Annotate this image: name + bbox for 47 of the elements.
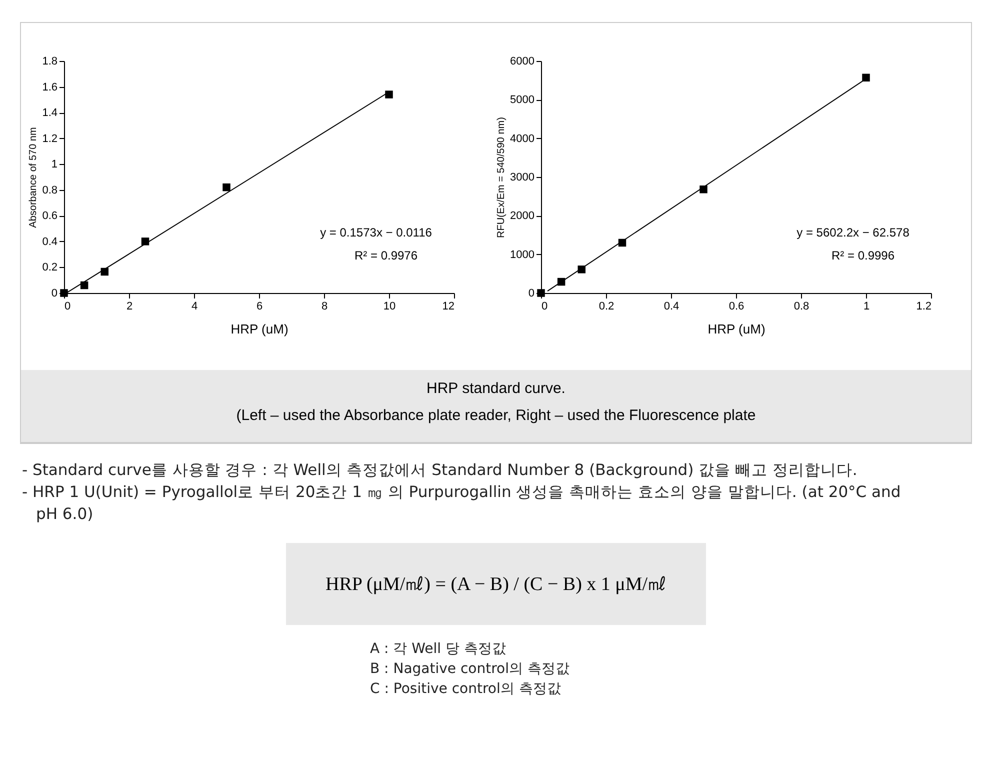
x-tick-label: 6 bbox=[256, 300, 263, 312]
text: HRP (μM/㎖) = (A − B) / (C − B) x 1 μM/㎖ bbox=[286, 543, 706, 625]
x-tick-label: 1.2 bbox=[916, 300, 932, 312]
x-tick-label: 0.6 bbox=[728, 300, 744, 312]
y-tick-label: 1.6 bbox=[42, 81, 58, 94]
text: - Standard curve를 사용할 경우 : 각 Well의 측정값에서 Standard Number 8 (Background) 값을 빼고 정리합니다. bbox=[22, 460, 858, 481]
annotation: y = 5602.2x − 62.578 bbox=[796, 226, 910, 240]
y-tick-label: 0 bbox=[528, 288, 534, 300]
y-tick-label: 0.6 bbox=[42, 210, 58, 222]
y-tick-label: 3000 bbox=[510, 172, 534, 184]
y-axis-title: Absorbance of 570 nm bbox=[28, 127, 40, 228]
annotation: y = 0.1573x − 0.0116 bbox=[320, 226, 432, 240]
y-tick-label: 1 bbox=[51, 158, 58, 171]
text: (Left – used the Absorbance plate reader, Right – used the Fluorescence plate bbox=[235, 406, 757, 424]
x-tick-label: 10 bbox=[383, 300, 396, 312]
y-tick-label: 0 bbox=[51, 288, 58, 300]
x-axis-title: HRP (uM) bbox=[230, 322, 288, 336]
y-tick-label: 0.2 bbox=[42, 262, 58, 274]
y-tick-label: 1.8 bbox=[42, 56, 58, 68]
y-tick-label: 4000 bbox=[510, 132, 534, 145]
text: C : Positive control의 측정값 bbox=[370, 680, 562, 699]
x-axis-title: HRP (uM) bbox=[708, 322, 766, 336]
x-tick-label: 0.2 bbox=[598, 300, 614, 312]
y-tick-label: 1000 bbox=[510, 248, 534, 261]
y-tick-label: 1.2 bbox=[42, 132, 58, 145]
annotation: R² = 0.9976 bbox=[354, 248, 418, 263]
y-tick-label: 0.8 bbox=[42, 184, 58, 196]
x-tick-label: 8 bbox=[321, 300, 328, 312]
y-tick-label: 2000 bbox=[510, 210, 534, 222]
x-tick-label: 1 bbox=[863, 300, 870, 312]
x-tick-label: 0.4 bbox=[664, 300, 680, 312]
y-tick-label: 5000 bbox=[510, 94, 534, 106]
annotation: R² = 0.9996 bbox=[831, 248, 895, 263]
x-tick-label: 2 bbox=[126, 300, 133, 312]
text: A : 각 Well 당 측정값 bbox=[370, 640, 507, 659]
y-tick-label: 6000 bbox=[510, 56, 534, 68]
x-tick-label: 4 bbox=[191, 300, 198, 312]
x-tick-label: 0.8 bbox=[794, 300, 810, 312]
text: B : Nagative control의 측정값 bbox=[370, 660, 570, 679]
text: - HRP 1 U(Unit) = Pyrogallol로 부터 20초간 1 ㎎ 의 Purpurogallin 생성을 촉매하는 효소의 양을 말합니다. (at 20°C and pH 6.0) bbox=[22, 482, 902, 525]
x-tick-label: 12 bbox=[442, 300, 454, 312]
y-tick-label: 1.4 bbox=[42, 107, 58, 120]
x-tick-label: 0 bbox=[64, 300, 71, 312]
y-axis-title: RFU(Ex/Em = 540/590 nm) bbox=[496, 117, 508, 238]
text: HRP standard curve. bbox=[426, 379, 566, 397]
x-tick-label: 0 bbox=[542, 300, 548, 312]
y-tick-label: 0.4 bbox=[42, 236, 58, 248]
